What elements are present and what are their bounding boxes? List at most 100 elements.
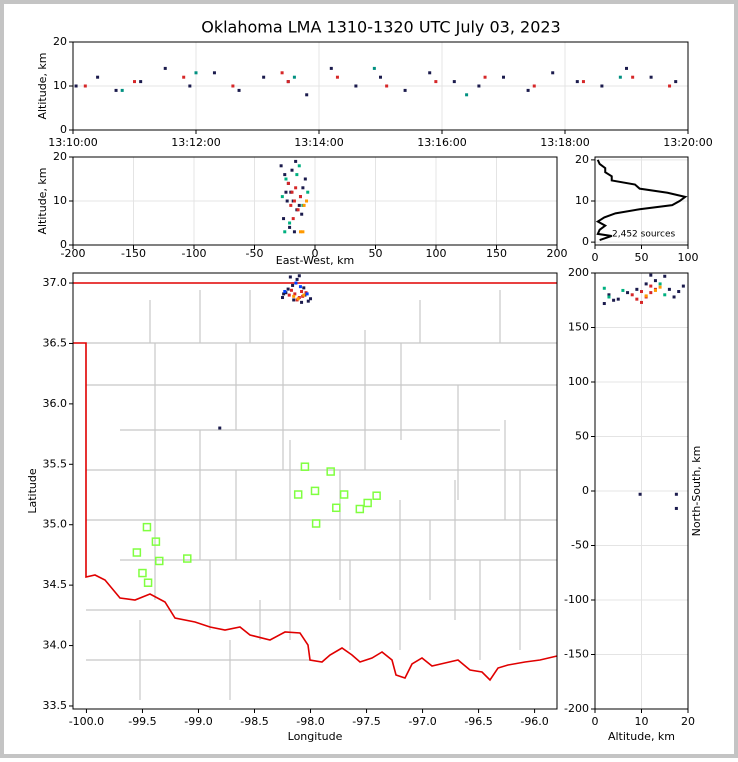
source bbox=[194, 71, 198, 75]
source bbox=[292, 199, 296, 203]
source bbox=[621, 288, 625, 292]
source bbox=[298, 285, 302, 289]
x-tick-label: -96.0 bbox=[520, 715, 548, 728]
x-tick-label: -97.5 bbox=[352, 715, 380, 728]
source bbox=[631, 75, 635, 79]
source bbox=[674, 506, 678, 510]
source bbox=[305, 199, 309, 203]
source bbox=[231, 84, 235, 88]
station bbox=[300, 462, 310, 471]
source bbox=[282, 217, 286, 221]
source bbox=[663, 293, 667, 297]
source bbox=[385, 84, 389, 88]
x-tick-label: 13:12:00 bbox=[171, 136, 220, 149]
station bbox=[339, 490, 349, 499]
source bbox=[644, 294, 648, 298]
axes-frame bbox=[72, 272, 558, 710]
x-tick-label: -99.5 bbox=[128, 715, 156, 728]
source bbox=[286, 181, 290, 185]
x-tick-label: 13:20:00 bbox=[663, 136, 712, 149]
source bbox=[532, 84, 536, 88]
source bbox=[188, 84, 192, 88]
source bbox=[649, 75, 653, 79]
source bbox=[575, 80, 579, 84]
source bbox=[284, 177, 288, 181]
y-tick-label: 0 bbox=[582, 484, 589, 497]
station bbox=[151, 537, 161, 546]
source bbox=[644, 282, 648, 286]
source bbox=[288, 225, 292, 229]
source bbox=[114, 88, 118, 92]
station bbox=[310, 486, 320, 496]
station bbox=[155, 556, 164, 566]
station bbox=[132, 548, 142, 557]
county-lines bbox=[86, 290, 557, 700]
source bbox=[677, 290, 681, 294]
y-tick-label: 0 bbox=[60, 123, 67, 136]
source bbox=[600, 84, 604, 88]
x-axis-label: East-West, km bbox=[276, 254, 354, 267]
y-tick-label: 10 bbox=[53, 194, 67, 207]
source bbox=[133, 80, 136, 84]
canvas bbox=[4, 4, 734, 754]
source bbox=[672, 295, 676, 299]
x-tick-label: 13:10:00 bbox=[48, 136, 97, 149]
station bbox=[332, 503, 341, 513]
y-tick-label: -100 bbox=[564, 593, 589, 606]
source bbox=[640, 300, 643, 304]
source bbox=[284, 190, 288, 194]
source bbox=[335, 75, 339, 79]
station bbox=[363, 498, 372, 508]
y-tick-label: 36.0 bbox=[43, 397, 68, 410]
source bbox=[302, 203, 306, 207]
source bbox=[674, 492, 678, 496]
source bbox=[612, 298, 616, 302]
x-tick-label: 20 bbox=[681, 715, 695, 728]
source bbox=[305, 93, 309, 97]
x-axis-label: Altitude, km bbox=[608, 730, 675, 743]
source bbox=[630, 293, 634, 297]
source bbox=[283, 173, 287, 177]
y-tick-label: 20 bbox=[53, 150, 67, 163]
y-tick-label: 50 bbox=[575, 430, 589, 443]
source bbox=[300, 300, 304, 304]
x-tick-label: 13:14:00 bbox=[294, 136, 343, 149]
y-tick-label: 34.0 bbox=[43, 639, 68, 652]
source bbox=[309, 297, 313, 301]
source bbox=[329, 66, 333, 70]
source bbox=[290, 190, 294, 194]
source bbox=[163, 66, 167, 70]
source bbox=[218, 426, 222, 430]
source bbox=[477, 84, 481, 88]
source bbox=[292, 75, 296, 79]
x-tick-label: 50 bbox=[369, 247, 383, 260]
x-tick-label: -100.0 bbox=[69, 715, 104, 728]
source bbox=[294, 186, 298, 190]
x-tick-label: -97.0 bbox=[408, 715, 436, 728]
source bbox=[289, 203, 293, 207]
source bbox=[297, 203, 301, 207]
station bbox=[293, 490, 303, 499]
source bbox=[295, 173, 299, 177]
x-tick-label: 0 bbox=[312, 247, 319, 260]
source bbox=[581, 80, 585, 84]
source bbox=[296, 208, 300, 212]
source bbox=[237, 88, 241, 92]
source bbox=[292, 230, 296, 234]
axes-frame bbox=[594, 156, 689, 246]
source bbox=[640, 290, 643, 294]
source bbox=[465, 93, 469, 97]
source bbox=[428, 71, 432, 75]
source bbox=[293, 292, 297, 296]
source bbox=[291, 283, 295, 287]
source bbox=[305, 292, 309, 296]
source bbox=[502, 75, 505, 79]
source bbox=[649, 273, 653, 277]
station bbox=[138, 568, 147, 578]
y-tick-label: 0 bbox=[60, 238, 67, 251]
x-tick-label: 100 bbox=[426, 247, 447, 260]
source bbox=[283, 289, 287, 293]
y-tick-label: 10 bbox=[575, 194, 589, 207]
source bbox=[681, 284, 685, 288]
station bbox=[326, 467, 335, 476]
